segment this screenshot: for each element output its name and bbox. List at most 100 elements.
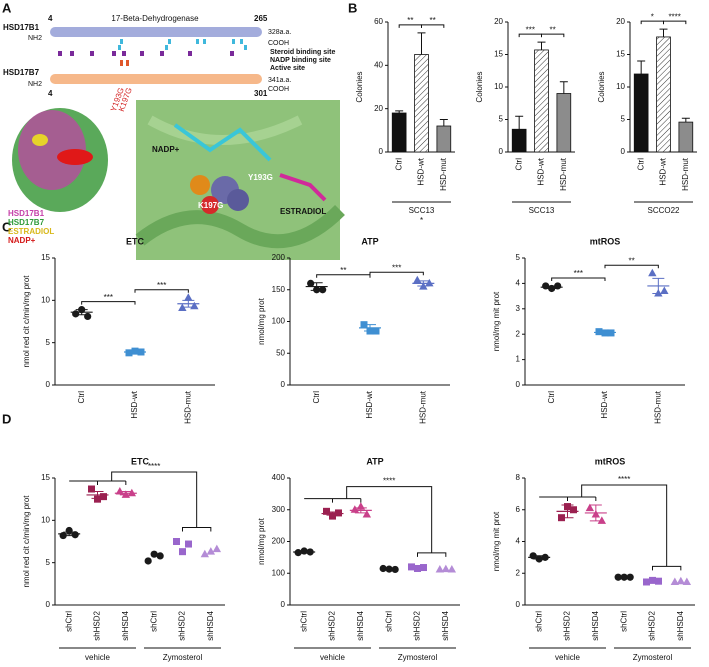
- x-tick-label: Ctrl: [394, 158, 403, 171]
- y-tick-label: 0: [499, 147, 504, 156]
- y-tick-label: 200: [272, 537, 286, 546]
- x-tick-label: shHSD4: [206, 610, 215, 640]
- point: [391, 565, 399, 574]
- chart-title: mtROS: [590, 236, 621, 246]
- y-axis-label: nmol red cit c/min/mg prot: [22, 495, 31, 588]
- x-tick-label: HSD-mut: [559, 157, 568, 191]
- point: [420, 564, 427, 572]
- point: [595, 328, 603, 336]
- point: [94, 495, 101, 503]
- point: [156, 552, 164, 560]
- group-label: vehicle: [555, 653, 580, 662]
- point: [71, 531, 79, 539]
- significance-bracket: [316, 274, 371, 278]
- c-term: COOH: [268, 40, 289, 47]
- point: [72, 310, 80, 318]
- y-tick-label: 8: [516, 473, 521, 482]
- x-tick-label: shHSD4: [356, 610, 365, 640]
- structure-label: K197G: [198, 201, 223, 210]
- error-bar: [589, 504, 602, 522]
- n-term: NH2: [28, 35, 42, 42]
- protein-bar: [50, 27, 262, 37]
- point: [643, 578, 650, 586]
- y-tick-label: 5: [516, 253, 521, 262]
- significance-bracket: [134, 289, 189, 293]
- y-axis-label: nmol red cit c/min/mg prot: [22, 275, 31, 368]
- end: 265: [254, 14, 268, 23]
- point: [435, 564, 445, 573]
- y-tick-label: 100: [272, 568, 286, 577]
- point: [100, 493, 107, 501]
- x-tick-label: shCtrl: [149, 611, 158, 632]
- x-tick-label: HSD-wt: [537, 157, 546, 185]
- significance-label: ****: [148, 462, 160, 471]
- bar: [556, 93, 572, 153]
- point: [200, 549, 210, 558]
- point: [150, 550, 158, 558]
- point: [649, 576, 656, 584]
- y-tick-label: 10: [616, 82, 625, 91]
- point: [206, 547, 216, 555]
- significance-bracket: [304, 486, 447, 557]
- point: [441, 564, 451, 573]
- structure-legend: HSD17B7: [8, 218, 45, 227]
- y-tick-label: 15: [616, 50, 625, 59]
- error-bar: [395, 110, 404, 113]
- significance-bracket: [81, 301, 136, 305]
- y-tick-label: 4: [516, 279, 521, 288]
- significance-label: **: [550, 25, 556, 34]
- point: [570, 506, 577, 514]
- significance-label: ***: [526, 25, 535, 34]
- y-tick-label: 100: [272, 317, 286, 326]
- x-tick-label: shHSD2: [648, 610, 657, 640]
- x-tick-label: shCtrl: [299, 611, 308, 632]
- structure-legend: HSD17B1: [8, 209, 45, 218]
- significance-label: **: [430, 16, 436, 25]
- panel-label: D: [2, 411, 11, 426]
- site-label: Active site: [270, 65, 305, 72]
- error-bar: [75, 309, 88, 316]
- error-bar: [354, 507, 367, 514]
- point: [329, 512, 336, 520]
- significance-bracket: [663, 20, 687, 25]
- point: [655, 577, 662, 585]
- y-tick-label: 300: [272, 505, 286, 514]
- nadp-sites: [58, 51, 234, 56]
- y-axis-label: nmol/mg prot: [257, 297, 266, 344]
- significance-bracket: [69, 471, 212, 532]
- x-tick-label: HSD-wt: [659, 157, 668, 185]
- significance-bracket: [518, 33, 542, 38]
- x-tick-label: HSD-mut: [681, 157, 690, 191]
- y-tick-label: 60: [374, 17, 383, 26]
- significance-bracket: [604, 264, 659, 269]
- significance-label: ****: [383, 477, 395, 486]
- structure-label: NADP+: [152, 145, 180, 154]
- chart-title: ETC: [126, 236, 145, 246]
- error-bar: [659, 28, 668, 37]
- error-bar: [119, 491, 132, 496]
- x-tick-label: HSD-mut: [183, 390, 192, 424]
- point: [660, 286, 669, 295]
- y-tick-label: 5: [499, 115, 504, 124]
- y-tick-label: 10: [41, 295, 50, 304]
- panel-label: B: [348, 0, 357, 15]
- error-bar: [129, 350, 141, 354]
- bar: [534, 49, 549, 153]
- x-tick-label: shCtrl: [534, 611, 543, 632]
- x-tick-label: shHSD2: [413, 610, 422, 640]
- footnote: *: [420, 216, 423, 225]
- y-tick-label: 0: [516, 600, 521, 609]
- y-tick-label: 6: [516, 505, 521, 514]
- significance-label: ***: [157, 281, 166, 290]
- error-bar: [298, 550, 311, 554]
- y-axis-label: Colonies: [475, 71, 484, 102]
- group-label: Zymosterol: [163, 653, 203, 662]
- point: [144, 557, 152, 565]
- y-axis-label: nmol/mg mit prot: [492, 511, 501, 571]
- point: [676, 576, 686, 585]
- point: [190, 301, 199, 310]
- point: [379, 564, 387, 573]
- error-bar: [599, 330, 611, 335]
- point: [425, 278, 434, 287]
- significance-label: ****: [618, 475, 630, 484]
